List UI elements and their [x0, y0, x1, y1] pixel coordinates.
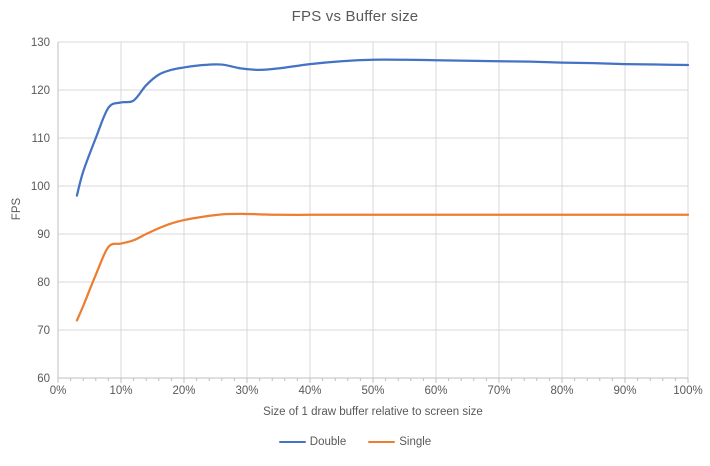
y-tick-label: 90: [37, 229, 50, 241]
y-tick-label: 70: [37, 325, 50, 337]
x-tick-label: 40%: [298, 385, 321, 397]
legend-item-double: Double: [278, 436, 347, 448]
x-tick-label: 70%: [487, 385, 510, 397]
x-axis-title: Size of 1 draw buffer relative to screen…: [263, 406, 483, 418]
x-tick-label: 0%: [50, 385, 67, 397]
x-tick-label: 20%: [172, 385, 195, 397]
x-tick-label: 10%: [109, 385, 132, 397]
x-tick-label: 100%: [673, 385, 702, 397]
y-tick-label: 130: [31, 37, 50, 49]
y-tick-label: 60: [37, 373, 50, 385]
y-tick-label: 120: [31, 85, 50, 97]
x-tick-label: 80%: [550, 385, 573, 397]
series-line-single: [75, 212, 690, 322]
x-tick-label: 60%: [424, 385, 447, 397]
y-tick-label: 110: [32, 133, 50, 145]
legend-label-single: Single: [399, 436, 432, 448]
legend-line-double-icon: [278, 440, 306, 444]
legend-line-single-icon: [368, 440, 396, 444]
series-line-double: [75, 58, 690, 197]
y-tick-label: 80: [37, 277, 50, 289]
legend-label-double: Double: [309, 436, 347, 448]
legend-item-single: Single: [368, 436, 431, 448]
y-tick-label: 100: [31, 181, 50, 193]
x-tick-label: 30%: [235, 385, 258, 397]
x-tick-label: 50%: [361, 385, 384, 397]
x-tick-label: 90%: [613, 385, 636, 397]
chart-title: FPS vs Buffer size: [291, 8, 419, 25]
legend: Double Single: [0, 436, 710, 448]
y-axis-title: FPS: [11, 197, 23, 221]
